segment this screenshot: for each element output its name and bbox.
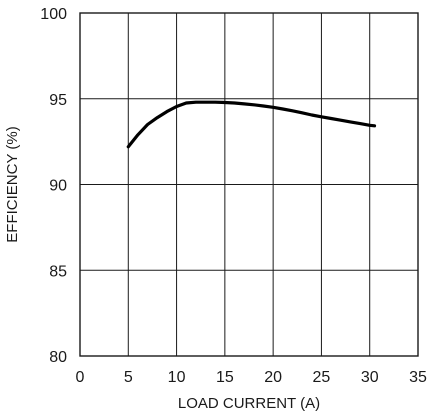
x-tick-label: 35 (409, 369, 427, 386)
y-tick-label: 80 (49, 349, 67, 366)
y-tick-label: 85 (49, 263, 67, 280)
efficiency-series-line (126, 100, 377, 149)
x-tick-label: 15 (216, 369, 234, 386)
x-tick-label: 5 (124, 369, 133, 386)
y-tick-label: 90 (49, 178, 67, 195)
x-tick-label: 30 (361, 369, 379, 386)
series-group (126, 100, 377, 149)
x-tick-label: 25 (313, 369, 331, 386)
x-tick-label: 10 (168, 369, 186, 386)
x-tick-label: 0 (76, 369, 85, 386)
x-tick-label: 20 (264, 369, 282, 386)
y-axis-title: EFFICIENCY (%) (4, 126, 21, 242)
y-tick-labels: 80 85 90 95 100 (40, 6, 67, 366)
y-tick-label: 95 (49, 92, 67, 109)
plot-frame (79, 12, 419, 357)
y-tick-label: 100 (40, 6, 67, 23)
x-axis-title: LOAD CURRENT (A) (178, 395, 320, 412)
grid (80, 13, 418, 356)
x-tick-labels: 0 5 10 15 20 25 30 35 (76, 369, 427, 386)
